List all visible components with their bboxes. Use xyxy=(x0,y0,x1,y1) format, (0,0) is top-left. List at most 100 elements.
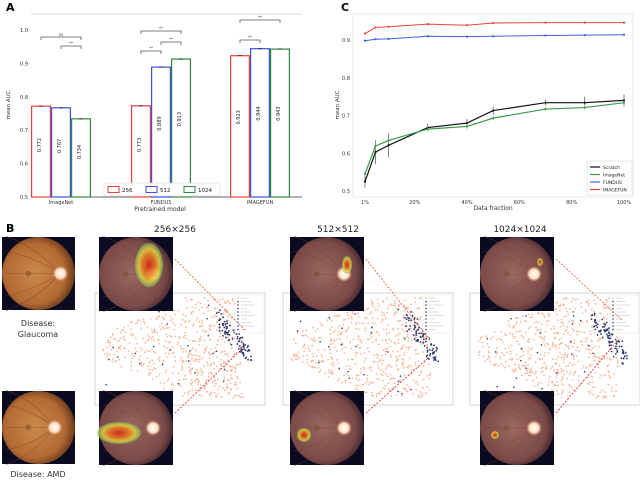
attention-heatmap xyxy=(342,256,352,274)
scatter-point-disease xyxy=(241,352,244,355)
scatter-point-normal xyxy=(166,380,169,383)
scatter-point-normal xyxy=(589,392,592,395)
scatter-point-normal xyxy=(396,350,399,353)
scatter-point-disease xyxy=(236,343,239,345)
scatter-point-normal xyxy=(485,335,488,338)
scatter-point-normal xyxy=(370,299,373,302)
scatter-point-normal xyxy=(401,364,404,366)
scatter-point-normal xyxy=(390,395,393,397)
scatter-point-normal xyxy=(371,394,374,397)
scatter-point-normal xyxy=(415,353,417,356)
scatter-point-normal xyxy=(568,347,570,350)
scatter-point-normal xyxy=(384,385,387,387)
scatter-point-normal xyxy=(478,354,481,356)
scatter-point-disease xyxy=(609,337,612,340)
scatter-point-normal xyxy=(214,346,217,349)
scatter-point-normal xyxy=(226,379,229,381)
scatter-point-normal xyxy=(221,350,224,353)
scatter-point-normal xyxy=(590,363,593,366)
scatter-point-normal xyxy=(330,340,332,343)
scatter-point-normal xyxy=(223,378,226,381)
scatter-point-disease xyxy=(215,350,218,353)
scatter-point-normal xyxy=(220,395,223,398)
scatter-point-normal xyxy=(381,354,384,357)
scatter-point-normal xyxy=(327,358,330,361)
scatter-point-normal xyxy=(590,308,593,311)
scatter-point-normal xyxy=(394,302,396,305)
scatter-point-disease xyxy=(218,326,221,328)
scatter-point-disease xyxy=(601,336,604,339)
scatter-point-disease xyxy=(624,351,627,354)
scatter-point-normal xyxy=(305,354,308,357)
scatter-point-disease xyxy=(433,344,435,347)
scatter-point-disease xyxy=(612,355,615,358)
scatter-point-normal xyxy=(572,319,575,322)
scatter-point-normal xyxy=(116,327,119,330)
scatter-legend-marker xyxy=(612,307,614,310)
scatter-point-disease xyxy=(397,308,400,311)
scatter-point-normal xyxy=(413,297,416,299)
scatter-point-normal xyxy=(572,321,575,324)
scatter-point-normal xyxy=(182,348,185,350)
scatter-legend-marker xyxy=(425,314,427,317)
scatter-point-disease xyxy=(217,319,220,322)
scatter-point-normal xyxy=(606,365,609,368)
scatter-point-normal xyxy=(397,304,400,307)
scatter-point-normal xyxy=(178,337,181,340)
scatter-point-normal xyxy=(158,359,161,362)
scatter-point-normal xyxy=(364,357,367,360)
scatter-point-normal xyxy=(513,335,516,338)
scatter-point-disease xyxy=(520,347,523,350)
scatter-point-normal xyxy=(171,318,174,321)
scatter-point-normal xyxy=(195,389,197,392)
scatter-point-normal xyxy=(192,310,195,313)
data-point xyxy=(622,101,626,104)
scatter-point-disease xyxy=(224,323,227,326)
scatter-point-normal xyxy=(591,385,594,388)
scatter-point-normal xyxy=(367,322,370,325)
scatter-point-normal xyxy=(572,358,575,360)
scatter-point-disease xyxy=(601,318,604,321)
scatter-point-normal xyxy=(519,330,522,332)
scatter-point-normal xyxy=(198,340,201,343)
scatter-point-normal xyxy=(229,382,232,385)
scatter-legend-marker xyxy=(237,318,239,320)
attention-heatmap xyxy=(135,243,163,287)
scatter-point-disease xyxy=(615,343,618,345)
scatter-point-normal xyxy=(198,337,201,340)
scatter-point-normal xyxy=(152,367,155,369)
scatter-point-normal xyxy=(414,381,417,384)
scatter-point-normal xyxy=(414,364,417,367)
scatter-point-normal xyxy=(190,353,193,356)
scatter-point-normal xyxy=(554,331,557,334)
scatter-point-normal xyxy=(158,325,161,328)
scatter-point-normal xyxy=(219,332,222,335)
scatter-point-disease xyxy=(541,387,543,390)
scatter-point-normal xyxy=(191,347,194,350)
scatter-legend xyxy=(234,294,264,334)
scatter-point-normal xyxy=(227,391,230,394)
scatter-point-normal xyxy=(320,324,323,326)
scatter-point-normal xyxy=(567,364,570,367)
scatter-point-normal xyxy=(603,317,605,320)
scatter-point-normal xyxy=(567,313,570,316)
scatter-point-normal xyxy=(235,383,238,386)
scatter-point-normal xyxy=(203,331,206,333)
scatter-point-normal xyxy=(205,378,208,381)
scatter-point-normal xyxy=(561,389,564,392)
scatter-point-normal xyxy=(597,345,600,348)
scatter-point-normal xyxy=(561,376,564,378)
scatter-point-normal xyxy=(565,365,568,368)
scatter-point-normal xyxy=(527,352,529,355)
scatter-point-normal xyxy=(604,391,606,393)
scatter-point-normal xyxy=(585,348,588,350)
scatter-point-disease xyxy=(625,357,628,360)
scatter-point-disease xyxy=(434,358,437,361)
scatter-point-normal xyxy=(601,354,604,357)
scatter-point-normal xyxy=(596,356,599,358)
scatter-point-disease xyxy=(413,328,415,331)
scatter-point-normal xyxy=(235,375,238,378)
scatter-point-normal xyxy=(177,372,180,375)
scatter-legend-box xyxy=(234,294,264,334)
